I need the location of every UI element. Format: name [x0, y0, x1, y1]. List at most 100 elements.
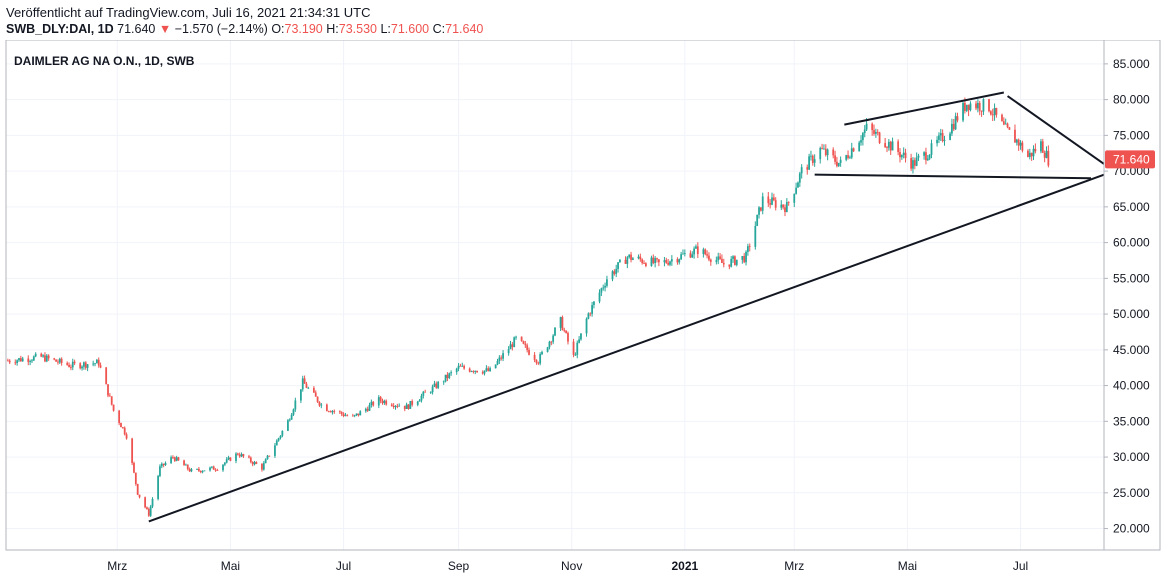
candle	[27, 355, 30, 366]
candle	[719, 253, 721, 260]
candle	[717, 252, 720, 265]
candle-body	[602, 287, 605, 289]
candle	[759, 207, 762, 212]
candle	[422, 390, 425, 399]
candle	[748, 243, 751, 252]
candle	[327, 410, 330, 413]
candle	[874, 128, 877, 138]
candle-body	[60, 358, 63, 363]
candle-body	[813, 159, 816, 163]
candle	[535, 359, 538, 365]
candle	[967, 104, 970, 117]
candle-body	[468, 368, 471, 372]
candle	[385, 399, 388, 406]
candle	[248, 454, 250, 459]
candle-body	[394, 405, 397, 408]
candle	[73, 359, 76, 366]
candle-body	[383, 400, 386, 404]
candle	[177, 456, 180, 461]
candle	[279, 435, 282, 440]
candle	[203, 470, 206, 472]
y-tick-label: 30.000	[1113, 450, 1150, 464]
candle	[21, 356, 24, 362]
candle-body	[379, 397, 382, 401]
candle	[68, 362, 70, 368]
candle	[926, 155, 929, 161]
trendline	[1006, 95, 1105, 165]
candle	[784, 204, 786, 217]
candle	[1041, 138, 1044, 153]
candle-body	[630, 254, 632, 260]
candle-body	[526, 345, 529, 351]
candle	[340, 411, 343, 417]
candle-body	[405, 404, 408, 409]
low-label: L:	[380, 22, 391, 36]
candle-body	[110, 396, 113, 405]
candle-body	[146, 507, 148, 510]
candle	[433, 380, 436, 388]
candle-body	[939, 133, 942, 136]
candle-body	[446, 374, 449, 379]
candle	[424, 389, 427, 393]
chart-axes: 85.00080.00075.00070.00065.00060.00055.0…	[5, 40, 1161, 573]
candle	[53, 357, 56, 361]
candle	[585, 317, 588, 337]
candle	[331, 410, 334, 415]
y-tick-label: 40.000	[1113, 379, 1150, 393]
candle-body	[86, 364, 89, 368]
candle	[1043, 150, 1046, 163]
candle-body	[281, 430, 284, 436]
candle	[305, 381, 308, 389]
candle	[709, 258, 712, 266]
candle	[196, 468, 198, 471]
candle	[240, 452, 243, 458]
candle-body	[696, 246, 699, 254]
candle	[175, 455, 178, 462]
candle	[411, 399, 414, 407]
candle-body	[669, 261, 671, 265]
candle-body	[177, 457, 180, 461]
candle-body	[1027, 150, 1029, 157]
candle-body	[951, 123, 953, 134]
candle-body	[611, 271, 614, 280]
price-chart[interactable]: 85.00080.00075.00070.00065.00060.00055.0…	[0, 40, 1166, 587]
candle-body	[301, 378, 304, 390]
candle-body	[678, 259, 681, 263]
candle-body	[874, 131, 877, 134]
candle	[1006, 122, 1009, 129]
candle-body	[144, 497, 147, 508]
candle	[82, 361, 85, 370]
candle	[902, 147, 905, 159]
candle-body	[66, 362, 69, 365]
candle	[533, 352, 536, 363]
candle	[567, 331, 569, 345]
candle	[201, 470, 204, 474]
candle-body	[708, 255, 710, 260]
candle-body	[1028, 152, 1031, 157]
candle-body	[459, 365, 462, 367]
high-label: H:	[326, 22, 339, 36]
candle	[800, 164, 803, 179]
candle-body	[107, 384, 109, 396]
candle-body	[926, 158, 929, 161]
candle	[537, 361, 540, 365]
candle	[403, 405, 406, 412]
candle-body	[70, 367, 72, 368]
candle	[683, 249, 686, 257]
candle	[32, 355, 35, 362]
candle	[552, 334, 555, 345]
candle-body	[722, 262, 725, 265]
candle	[680, 251, 683, 261]
candle	[214, 468, 217, 472]
candle	[268, 455, 271, 457]
candle-body	[680, 254, 683, 260]
candle-body	[196, 468, 198, 470]
candle-body	[333, 410, 336, 412]
candle	[639, 253, 642, 262]
candle	[780, 200, 783, 211]
candle-body	[535, 359, 538, 363]
candle	[795, 182, 798, 195]
candle-body	[320, 404, 323, 406]
candle	[277, 437, 280, 442]
candle	[45, 353, 48, 363]
